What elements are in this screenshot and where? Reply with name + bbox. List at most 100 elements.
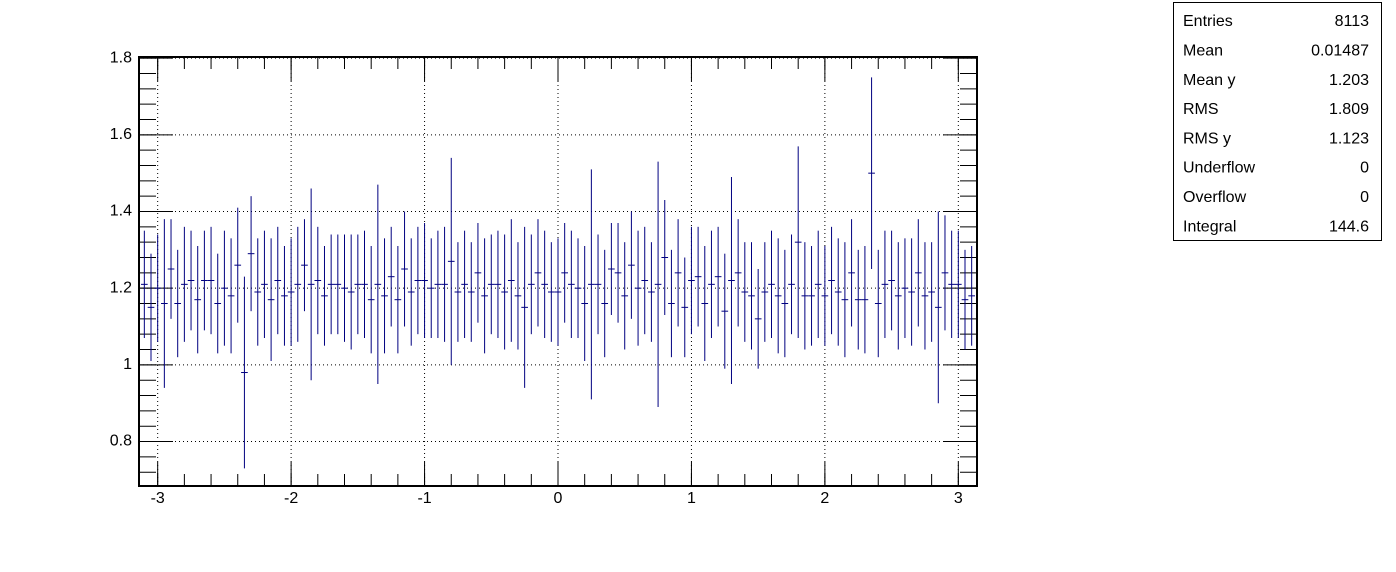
stats-label: Overflow [1183,189,1247,206]
y-tick-label: 1.4 [110,203,132,220]
profile-point [141,230,148,339]
profile-point [407,238,415,346]
profile-point [481,238,488,354]
profile-point [434,230,442,339]
profile-point [841,242,849,358]
profile-point [768,230,775,339]
stats-label: Entries [1183,13,1233,30]
stats-label: Integral [1183,218,1236,235]
profile-point [547,242,555,342]
profile-point [741,242,749,342]
profile-point [908,238,915,346]
profile-point [227,238,235,354]
stats-value: 0 [1360,189,1369,206]
profile-point [294,226,302,342]
profile-point [621,242,629,350]
x-tick-label: -1 [417,490,431,507]
profile-point [954,230,962,339]
profile-point [527,234,535,335]
profile-point [714,226,722,327]
profile-point [754,269,762,369]
profile-point [808,246,815,346]
stats-value: 1.203 [1329,72,1369,89]
profile-point [467,242,475,342]
x-tick-label: 0 [554,490,563,507]
profile-point [641,226,649,335]
profile-point [327,234,335,335]
x-tick-label: -3 [151,490,165,507]
profile-point [207,226,215,335]
profile-point [588,169,595,400]
profile-point [594,234,602,335]
profile-point [474,223,482,323]
profile-point [941,215,949,331]
y-tick-label: 0.8 [110,433,132,450]
profile-point [921,242,929,350]
profile-point [794,146,802,339]
profile-point [367,246,375,354]
profile-point [828,226,835,335]
profile-point [147,253,155,362]
profile-point [674,219,682,327]
profile-point [868,77,875,270]
profile-point [561,223,569,323]
profile-point [234,207,242,323]
profile-point [281,246,288,346]
profile-point [728,176,735,385]
profile-point [894,242,902,350]
profile-point [287,238,295,346]
profile-point [574,238,582,339]
profile-point [514,242,522,350]
profile-point [761,242,769,342]
profile-point [774,238,782,354]
profile-point [521,226,528,388]
x-tick-label: 3 [954,490,963,507]
profile-point [801,242,809,350]
profile-point [928,242,935,342]
profile-point [414,226,422,335]
stats-value: 1.809 [1329,101,1369,118]
profile-point [734,219,742,327]
profile-point [661,200,669,316]
profile-point [181,226,188,342]
profile-point [334,234,342,335]
profile-point [381,238,388,354]
profile-point [668,249,675,358]
y-tick-label: 1.2 [110,279,132,296]
profile-point [608,223,615,316]
profile-point [834,238,842,346]
profile-point [387,226,395,327]
profile-point [854,249,862,350]
y-tick-label: 1 [123,356,132,373]
profile-point [681,257,689,358]
profile-point [881,230,889,339]
stats-value: 1.123 [1329,130,1369,147]
profile-point [568,230,575,339]
profile-point [174,249,182,358]
profile-point [914,219,922,327]
profile-point [267,238,275,362]
profile-point [721,253,729,369]
profile-point [648,242,655,342]
profile-point [214,253,222,354]
profile-point [321,246,328,346]
profile-point [688,226,695,335]
plot-frame [138,56,978,487]
profile-point [394,246,402,354]
profile-point [507,219,515,342]
profile-point [247,196,255,312]
profile-point [948,230,955,339]
profile-point [447,157,455,365]
profile-point [187,230,195,331]
stats-value: 8113 [1335,13,1370,30]
profile-point [534,219,542,327]
x-tick-label: -2 [284,490,298,507]
profile-point [167,219,175,319]
x-tick-label: 2 [820,490,829,507]
profile-point [581,246,589,362]
profile-point [307,188,315,381]
profile-point [494,230,502,339]
x-tick-label: 1 [687,490,696,507]
profile-point [274,226,282,335]
